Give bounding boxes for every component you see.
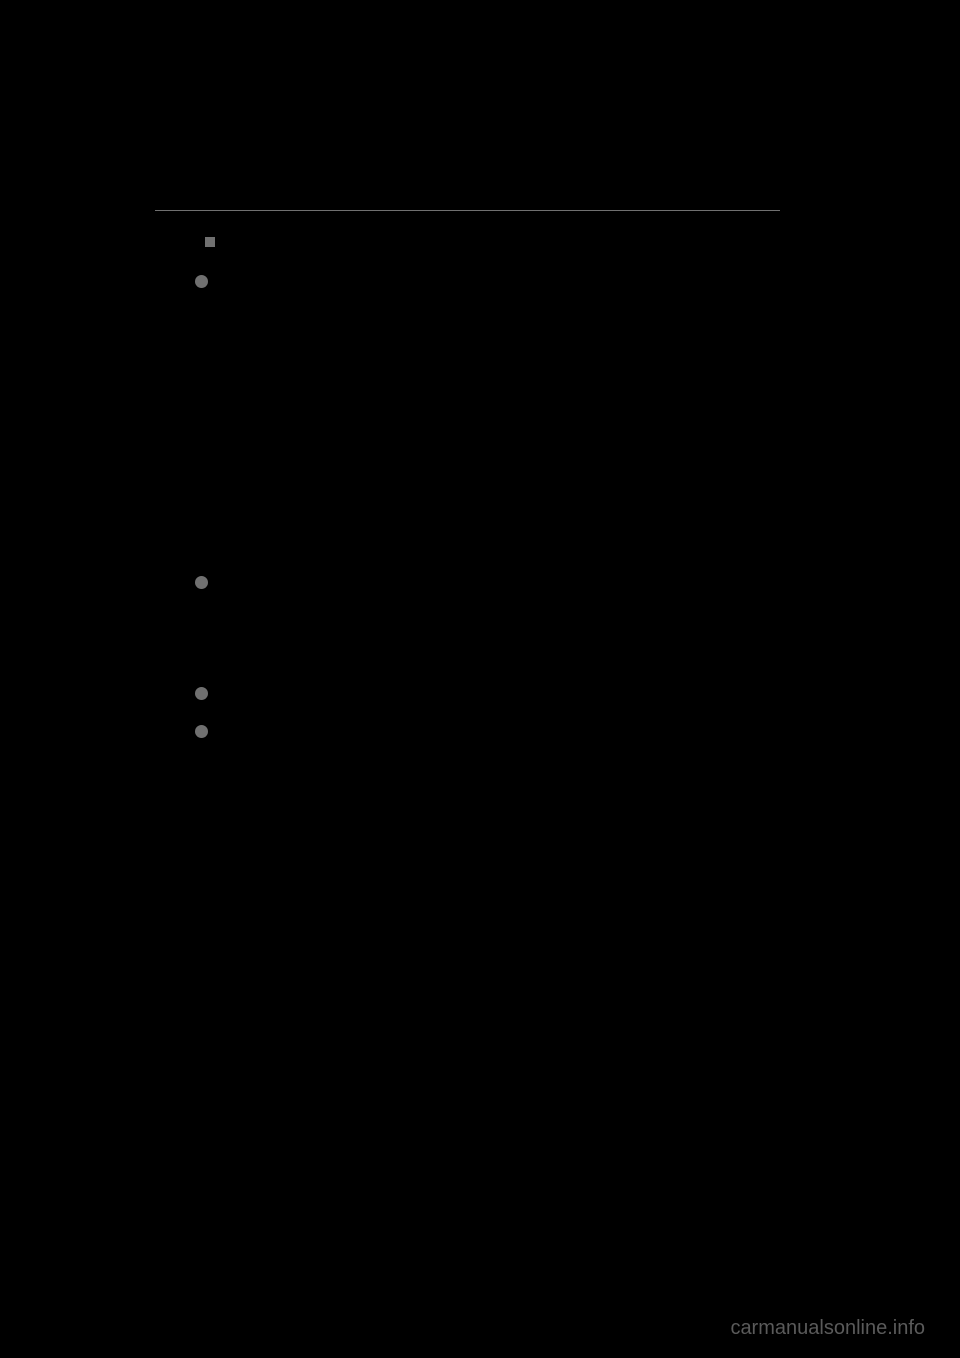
divider-line	[155, 210, 780, 211]
bullet-icon	[195, 687, 208, 700]
bullet-icon	[195, 576, 208, 589]
bullet-icon	[195, 725, 208, 738]
square-bullet-icon	[205, 237, 215, 247]
bullet-icon	[195, 275, 208, 288]
watermark-text: carmanualsonline.info	[730, 1317, 925, 1340]
